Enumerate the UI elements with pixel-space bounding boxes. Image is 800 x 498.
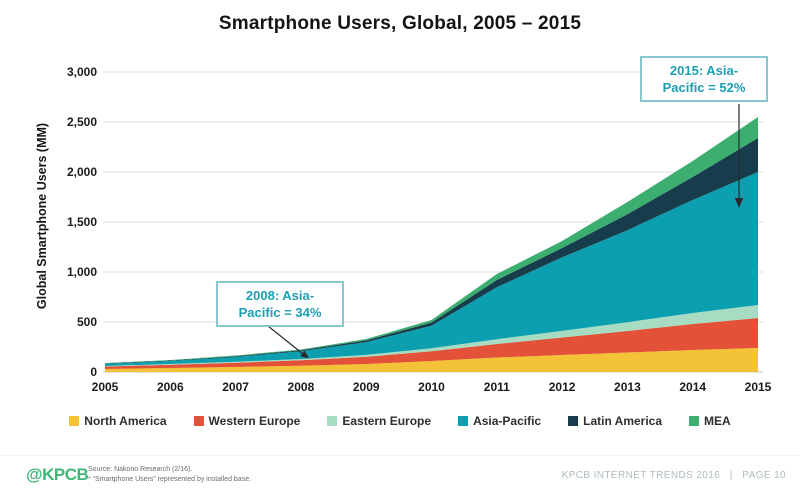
x-tick-label: 2012 xyxy=(549,380,576,394)
footer-right-text: KPCB INTERNET TRENDS 2016 | PAGE 10 xyxy=(561,470,786,481)
y-tick-label: 500 xyxy=(77,315,97,329)
y-axis-ticks: 0 500 1,000 1,500 2,000 2,500 3,000 xyxy=(67,65,97,379)
legend-item-mea: MEA xyxy=(689,414,731,428)
legend-label-western-europe: Western Europe xyxy=(208,414,301,428)
x-tick-label: 2013 xyxy=(614,380,641,394)
kpcb-logo: @KPCB xyxy=(26,465,89,484)
legend-label-asia-pacific: Asia-Pacific xyxy=(473,414,542,428)
callout-2015-line1: 2015: Asia- xyxy=(669,63,739,78)
y-tick-label: 1,000 xyxy=(67,265,97,279)
arrow-2015-head xyxy=(734,198,744,208)
area-series xyxy=(105,117,758,372)
x-tick-label: 2007 xyxy=(222,380,249,394)
x-tick-label: 2011 xyxy=(484,380,510,394)
legend-swatch-asia-pacific xyxy=(458,416,469,426)
x-axis-ticks: 2005 2006 2007 2008 2009 2010 2011 2012 2013 2014… xyxy=(92,380,772,394)
callout-2008-line1: 2008: Asia- xyxy=(245,288,315,303)
y-tick-label: 2,000 xyxy=(67,165,97,179)
page-title: Smartphone Users, Global, 2005 – 2015 xyxy=(218,13,582,34)
area-north-america xyxy=(105,348,758,372)
legend-label-latin-america: Latin America xyxy=(583,414,663,428)
callout-2015-line2: Pacific = 52% xyxy=(662,80,746,96)
footer: @KPCB Source: Nakono Research (2/16). * … xyxy=(0,455,800,498)
annotation-arrows xyxy=(267,104,744,359)
chart-legend: North America Western Europe Eastern Europ… xyxy=(0,414,800,428)
source-note: Source: Nakono Research (2/16). * “Smart… xyxy=(88,465,251,485)
source-line-1: Source: Nakono Research (2/16). xyxy=(88,466,193,473)
legend-item-asia-pacific: Asia-Pacific xyxy=(458,414,541,428)
legend-swatch-latin-america xyxy=(568,416,579,426)
legend-item-latin-america: Latin America xyxy=(568,414,662,428)
callout-2015-asia-pacific: 2015: Asia- Pacific = 52% xyxy=(640,56,768,103)
legend-label-mea: MEA xyxy=(704,414,731,428)
x-tick-label: 2014 xyxy=(679,380,706,394)
legend-item-western-europe: Western Europe xyxy=(193,414,301,428)
y-tick-label: 1,500 xyxy=(67,215,97,229)
area-western-europe xyxy=(105,318,758,369)
legend-label-eastern-europe: Eastern Europe xyxy=(342,414,432,428)
x-tick-label: 2009 xyxy=(353,380,380,394)
x-tick-label: 2008 xyxy=(288,380,315,394)
legend-swatch-north-america xyxy=(69,416,80,426)
legend-item-eastern-europe: Eastern Europe xyxy=(327,414,431,428)
x-tick-label: 2015 xyxy=(745,380,772,394)
y-tick-label: 0 xyxy=(90,365,97,379)
x-tick-label: 2005 xyxy=(92,380,119,394)
callout-2008-line2: Pacific = 34% xyxy=(238,305,322,321)
legend-label-north-america: North America xyxy=(84,414,167,428)
legend-swatch-eastern-europe xyxy=(327,416,338,426)
y-tick-label: 3,000 xyxy=(67,65,97,79)
x-tick-label: 2010 xyxy=(418,380,445,394)
area-asia-pacific xyxy=(105,172,758,366)
y-tick-label: 2,500 xyxy=(67,115,97,129)
source-line-2: * “Smartphone Users” represented by inst… xyxy=(88,476,252,484)
arrow-2008 xyxy=(267,325,304,355)
legend-swatch-western-europe xyxy=(193,416,204,426)
legend-item-north-america: North America xyxy=(69,414,167,428)
x-tick-label: 2006 xyxy=(157,380,184,394)
arrow-2008-head xyxy=(300,350,309,359)
legend-swatch-mea xyxy=(689,416,700,426)
callout-2008-asia-pacific: 2008: Asia- Pacific = 34% xyxy=(216,281,344,328)
